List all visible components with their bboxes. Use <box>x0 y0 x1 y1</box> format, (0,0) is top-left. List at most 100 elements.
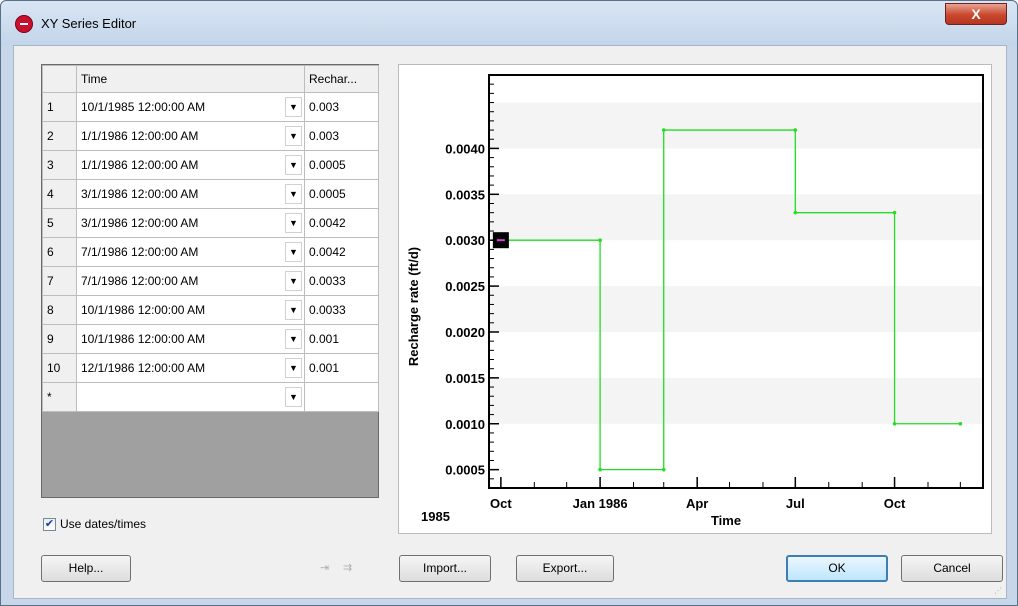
table-row[interactable]: 8 10/1/1986 12:00:00 AM ▼ 0.0033 <box>42 295 379 325</box>
row-number[interactable]: 8 <box>42 295 77 325</box>
y-tick-label: 0.0020 <box>445 325 485 340</box>
data-point[interactable] <box>661 128 666 132</box>
y-tick-label: 0.0040 <box>445 141 485 156</box>
table-row[interactable]: 10 12/1/1986 12:00:00 AM ▼ 0.001 <box>42 353 379 383</box>
time-cell[interactable]: 10/1/1986 12:00:00 AM ▼ <box>76 324 305 354</box>
new-value-cell[interactable] <box>304 382 379 412</box>
time-cell[interactable]: 1/1/1986 12:00:00 AM ▼ <box>76 150 305 180</box>
time-cell[interactable]: 1/1/1986 12:00:00 AM ▼ <box>76 121 305 151</box>
row-number[interactable]: 6 <box>42 237 77 267</box>
dialog-body: Time Rechar... 1 10/1/1985 12:00:00 AM ▼ 0.… <box>13 45 1007 599</box>
y-tick-label: 0.0035 <box>445 187 485 202</box>
recharge-value-cell[interactable]: 0.0033 <box>304 295 379 325</box>
cancel-button[interactable]: Cancel <box>901 555 1003 582</box>
chevron-down-icon[interactable]: ▼ <box>285 271 302 291</box>
chevron-down-icon[interactable]: ▼ <box>285 155 302 175</box>
recharge-value-cell[interactable]: 0.001 <box>304 353 379 383</box>
time-value: 10/1/1986 12:00:00 AM <box>81 303 206 317</box>
recharge-value-cell[interactable]: 0.003 <box>304 92 379 122</box>
time-cell[interactable]: 12/1/1986 12:00:00 AM ▼ <box>76 353 305 383</box>
row-number[interactable]: 10 <box>42 353 77 383</box>
recharge-value-cell[interactable]: 0.003 <box>304 121 379 151</box>
grid-band <box>489 194 983 241</box>
data-point[interactable] <box>598 467 602 472</box>
y-tick-label: 0.0005 <box>445 463 485 478</box>
series-line <box>500 129 961 471</box>
table-row[interactable]: 2 1/1/1986 12:00:00 AM ▼ 0.003 <box>42 121 379 151</box>
time-value: 10/1/1985 12:00:00 AM <box>81 100 206 114</box>
chevron-down-icon[interactable]: ▼ <box>285 358 302 378</box>
table-row[interactable]: 1 10/1/1985 12:00:00 AM ▼ 0.003 <box>42 92 379 122</box>
help-button[interactable]: Help... <box>41 555 131 582</box>
chevron-down-icon[interactable]: ▼ <box>285 213 302 233</box>
data-grid: Time Rechar... 1 10/1/1985 12:00:00 AM ▼ 0.… <box>41 64 379 498</box>
time-value: 12/1/1986 12:00:00 AM <box>81 361 206 375</box>
title-bar[interactable]: XY Series Editor X <box>1 1 1017 45</box>
time-value: 1/1/1986 12:00:00 AM <box>81 129 199 143</box>
use-dates-label[interactable]: Use dates/times <box>60 517 147 531</box>
ok-button[interactable]: OK <box>786 555 888 582</box>
grid-header-row: Time Rechar... <box>42 65 379 93</box>
data-point[interactable] <box>598 238 602 242</box>
data-point[interactable] <box>892 421 897 426</box>
x-tick-label: Apr <box>686 496 708 511</box>
new-time-cell[interactable]: ▼ <box>76 382 305 412</box>
row-number[interactable]: 7 <box>42 266 77 296</box>
table-row[interactable]: 5 3/1/1986 12:00:00 AM ▼ 0.0042 <box>42 208 379 238</box>
data-point[interactable] <box>793 128 798 132</box>
y-axis-title: Recharge rate (ft/d) <box>406 247 421 366</box>
time-cell[interactable]: 3/1/1986 12:00:00 AM ▼ <box>76 179 305 209</box>
row-number[interactable]: 1 <box>42 92 77 122</box>
y-tick-label: 0.0025 <box>445 279 485 294</box>
chevron-down-icon[interactable]: ▼ <box>285 387 302 407</box>
recharge-value-cell[interactable]: 0.0042 <box>304 237 379 267</box>
time-cell[interactable]: 10/1/1986 12:00:00 AM ▼ <box>76 295 305 325</box>
grid-band <box>489 286 983 332</box>
chevron-down-icon[interactable]: ▼ <box>285 97 302 117</box>
data-point[interactable] <box>793 210 798 215</box>
recharge-value-cell[interactable]: 0.0033 <box>304 266 379 296</box>
chevron-down-icon[interactable]: ▼ <box>285 184 302 204</box>
new-row-marker: * <box>42 382 77 412</box>
recharge-value-cell[interactable]: 0.0005 <box>304 179 379 209</box>
grid-band <box>489 377 983 424</box>
chevron-down-icon[interactable]: ▼ <box>285 126 302 146</box>
new-row[interactable]: * ▼ <box>42 382 379 412</box>
time-cell[interactable]: 7/1/1986 12:00:00 AM ▼ <box>76 266 305 296</box>
recharge-value-cell[interactable]: 0.001 <box>304 324 379 354</box>
import-button[interactable]: Import... <box>399 555 491 582</box>
row-number[interactable]: 4 <box>42 179 77 209</box>
time-column-header[interactable]: Time <box>76 65 305 93</box>
row-number[interactable]: 3 <box>42 150 77 180</box>
export-button[interactable]: Export... <box>516 555 614 582</box>
chevron-down-icon[interactable]: ▼ <box>285 300 302 320</box>
recharge-column-header[interactable]: Rechar... <box>304 65 379 93</box>
recharge-value-cell[interactable]: 0.0042 <box>304 208 379 238</box>
time-cell[interactable]: 3/1/1986 12:00:00 AM ▼ <box>76 208 305 238</box>
grid-band <box>489 102 983 149</box>
table-row[interactable]: 6 7/1/1986 12:00:00 AM ▼ 0.0042 <box>42 237 379 267</box>
time-cell[interactable]: 10/1/1985 12:00:00 AM ▼ <box>76 92 305 122</box>
table-row[interactable]: 3 1/1/1986 12:00:00 AM ▼ 0.0005 <box>42 150 379 180</box>
x-tick-label: Oct <box>884 496 906 511</box>
use-dates-checkbox[interactable]: ✔ <box>43 518 56 531</box>
data-point[interactable] <box>661 467 666 472</box>
resize-grip[interactable]: ⋰ <box>994 586 1002 595</box>
append-row-icon[interactable]: ⇉ <box>343 562 353 574</box>
table-row[interactable]: 4 3/1/1986 12:00:00 AM ▼ 0.0005 <box>42 179 379 209</box>
row-number[interactable]: 9 <box>42 324 77 354</box>
table-row[interactable]: 7 7/1/1986 12:00:00 AM ▼ 0.0033 <box>42 266 379 296</box>
table-row[interactable]: 9 10/1/1986 12:00:00 AM ▼ 0.001 <box>42 324 379 354</box>
row-number[interactable]: 5 <box>42 208 77 238</box>
x-tick-label: Jul <box>786 496 805 511</box>
insert-row-icon[interactable]: ⇥ <box>320 562 330 574</box>
data-point[interactable] <box>958 421 963 426</box>
data-point[interactable] <box>892 210 897 215</box>
chevron-down-icon[interactable]: ▼ <box>285 329 302 349</box>
recharge-value-cell[interactable]: 0.0005 <box>304 150 379 180</box>
close-button[interactable]: X <box>945 3 1007 25</box>
x-tick-label: Oct <box>490 496 512 511</box>
chevron-down-icon[interactable]: ▼ <box>285 242 302 262</box>
row-number[interactable]: 2 <box>42 121 77 151</box>
time-cell[interactable]: 7/1/1986 12:00:00 AM ▼ <box>76 237 305 267</box>
